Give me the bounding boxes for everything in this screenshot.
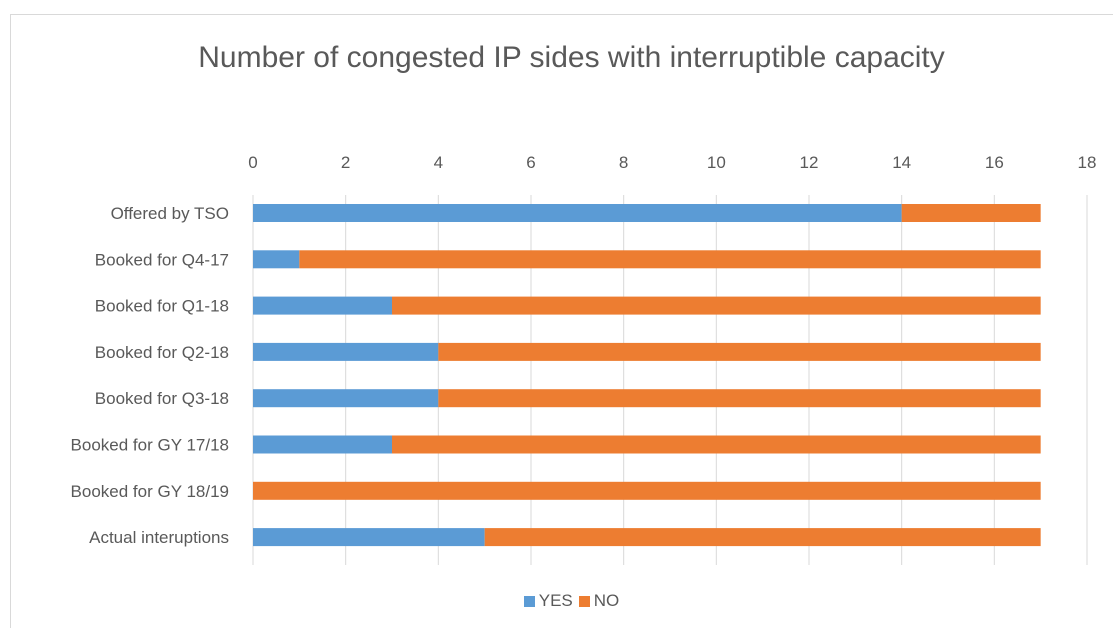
legend-item-no: NO (578, 591, 620, 611)
x-tick-label: 14 (892, 153, 911, 172)
chart-title: Number of congested IP sides with interr… (198, 41, 945, 74)
bar-no (484, 528, 1041, 547)
bar-yes (253, 435, 392, 454)
x-axis-ticks: 0 2 4 6 8 10 12 14 16 18 (248, 153, 1096, 172)
x-tick-label: 12 (800, 153, 819, 172)
category-label: Booked for Q2-18 (95, 343, 229, 362)
legend-swatch-yes (523, 595, 535, 607)
category-label: Booked for Q1-18 (95, 297, 229, 316)
category-label: Offered by TSO (111, 204, 229, 223)
bar-yes (253, 250, 300, 269)
bar-no (299, 250, 1041, 269)
bar-yes (253, 528, 485, 547)
category-label: Booked for GY 17/18 (71, 436, 229, 455)
bar-no (253, 481, 1041, 500)
bar-yes (253, 204, 902, 222)
bar-yes (253, 296, 392, 315)
x-tick-label: 0 (248, 153, 257, 172)
x-tick-label: 6 (526, 153, 535, 172)
category-label: Actual interuptions (89, 528, 229, 547)
bars (253, 204, 1041, 547)
x-tick-label: 2 (341, 153, 350, 172)
x-tick-label: 18 (1078, 153, 1097, 172)
x-tick-label: 10 (707, 153, 726, 172)
bar-yes (253, 389, 439, 408)
bar-no (392, 435, 1041, 454)
bar-no (438, 389, 1041, 408)
legend: YES NO (0, 591, 1113, 611)
bar-no (438, 342, 1041, 361)
legend-label-no: NO (593, 591, 620, 610)
x-tick-label: 16 (985, 153, 1004, 172)
x-tick-label: 8 (619, 153, 628, 172)
y-axis-categories: Offered by TSO Booked for Q4-17 Booked for… (71, 204, 229, 547)
legend-item-yes: YES (523, 591, 573, 611)
category-label: Booked for Q3-18 (95, 389, 229, 408)
legend-swatch-no (578, 595, 590, 607)
x-tick-label: 4 (434, 153, 443, 172)
chart-area (10, 14, 1113, 628)
bar-no (901, 204, 1041, 222)
bar-no (392, 296, 1041, 315)
legend-label-yes: YES (538, 591, 573, 610)
bar-yes (253, 342, 439, 361)
category-label: Booked for Q4-17 (95, 250, 229, 269)
category-label: Booked for GY 18/19 (71, 482, 229, 501)
